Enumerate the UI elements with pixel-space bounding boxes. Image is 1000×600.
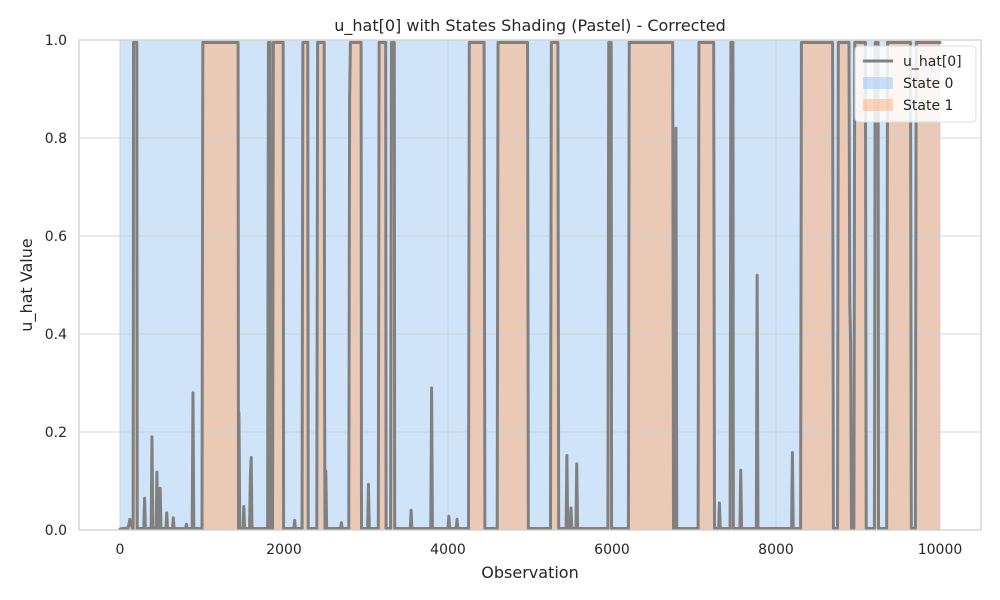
y-ticks: 0.0 0.2 0.4 0.6 0.8 1.0 xyxy=(45,33,67,539)
state-1-span-17 xyxy=(853,40,867,530)
y-tick-label-4: 0.8 xyxy=(45,131,67,147)
y-tick-label-3: 0.6 xyxy=(45,229,67,245)
y-tick-label-2: 0.4 xyxy=(45,327,67,343)
x-tick-label-3: 6000 xyxy=(594,542,630,558)
series-layer xyxy=(118,40,942,531)
state-1-span-1 xyxy=(202,40,239,530)
y-tick-label-0: 0.0 xyxy=(45,523,67,539)
state-1-span-10 xyxy=(550,40,559,530)
x-tick-label-5: 10000 xyxy=(918,542,963,558)
chart-title: u_hat[0] with States Shading (Pastel) - … xyxy=(334,16,725,36)
state-1-span-13 xyxy=(698,40,715,530)
x-ticks: 0 2000 4000 6000 8000 10000 xyxy=(116,542,963,558)
legend-patch-swatch-2 xyxy=(863,99,893,111)
state-1-span-7 xyxy=(390,40,395,530)
x-tick-label-4: 8000 xyxy=(758,542,794,558)
state-1-span-6 xyxy=(378,40,387,530)
x-tick-label-2: 4000 xyxy=(430,542,466,558)
x-tick-label-0: 0 xyxy=(116,542,125,558)
state-1-span-4 xyxy=(316,40,325,530)
legend-label-2: State 1 xyxy=(903,98,953,114)
legend-patch-swatch-1 xyxy=(863,77,893,89)
x-tick-label-1: 2000 xyxy=(266,542,302,558)
plot-frame xyxy=(78,39,982,531)
state-1-span-8 xyxy=(468,40,485,530)
series-line-0 xyxy=(118,40,942,531)
state-1-span-0 xyxy=(133,40,138,530)
state-1-span-5 xyxy=(349,40,362,530)
x-axis-label: Observation xyxy=(481,563,578,582)
legend-label-0: u_hat[0] xyxy=(903,54,962,70)
legend: u_hat[0] State 0 State 1 xyxy=(854,45,977,123)
state-1-span-12 xyxy=(628,40,674,530)
legend-label-1: State 0 xyxy=(903,76,953,92)
state-1-span-16 xyxy=(837,40,850,530)
y-axis-label: u_hat Value xyxy=(17,238,37,331)
state-1-span-15 xyxy=(800,40,834,530)
state-1-span-18 xyxy=(874,40,879,530)
y-tick-label-1: 0.2 xyxy=(45,425,67,441)
state-1-span-9 xyxy=(497,40,529,530)
state-shading xyxy=(120,40,940,530)
state-1-span-3 xyxy=(302,40,309,530)
y-tick-label-5: 1.0 xyxy=(45,33,67,49)
